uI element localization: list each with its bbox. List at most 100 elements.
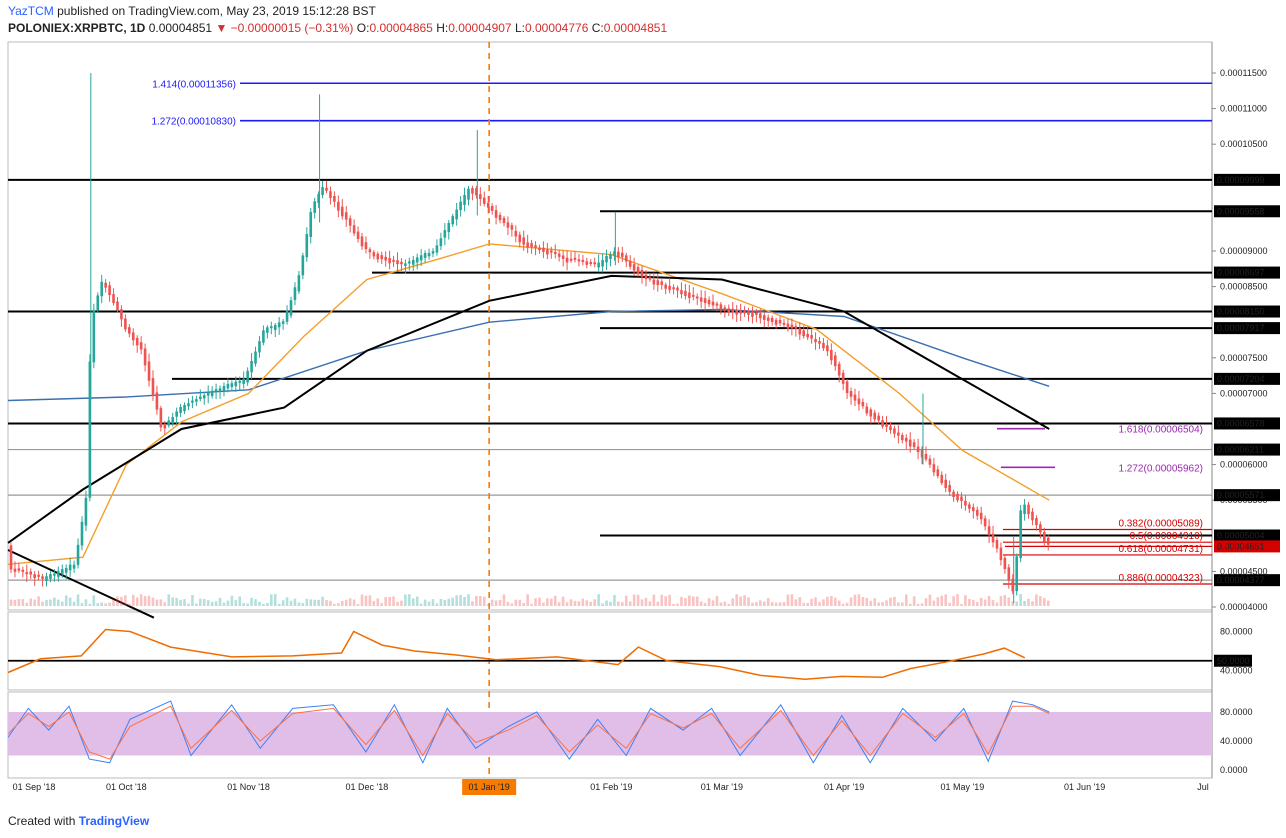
volume-bar [897, 602, 900, 606]
candle-body [577, 259, 581, 262]
candle-body [1046, 537, 1050, 545]
volume-bar [21, 599, 25, 606]
candle-body [313, 201, 316, 213]
volume-bar [37, 596, 40, 606]
candle-body [143, 348, 147, 366]
volume-bar [206, 600, 210, 606]
candle-body [762, 315, 766, 320]
candle-body [206, 392, 210, 396]
volume-bar [1043, 598, 1046, 606]
candle-body [340, 206, 344, 217]
level-badge-label: 0.00006578 [1217, 418, 1265, 428]
candle-body [648, 277, 652, 280]
candle-body [857, 398, 861, 405]
volume-bar [1015, 601, 1018, 606]
candle-body [400, 261, 403, 265]
volume-bar [873, 598, 877, 606]
tradingview-logo[interactable]: TradingView [78, 814, 150, 828]
candle-body [774, 319, 778, 325]
volume-bar [167, 594, 171, 606]
volume-bar [246, 603, 249, 606]
candle-body [794, 326, 798, 329]
candle-body [486, 202, 490, 208]
volume-bar [269, 594, 273, 606]
candle-body [908, 439, 912, 447]
candle-body [546, 249, 549, 255]
candle-body [372, 252, 376, 257]
symbol-line: POLONIEX:XRPBTC, 1D 0.00004851 ▼ −0.0000… [8, 21, 667, 35]
candle-body [124, 318, 127, 330]
candle-body [699, 297, 703, 302]
volume-bar [100, 602, 104, 606]
candle-body [171, 417, 174, 424]
volume-bar [340, 600, 344, 606]
volume-bar [447, 598, 451, 606]
volume-bar [427, 601, 431, 606]
volume-bar [435, 603, 439, 606]
volume-bar [983, 599, 987, 606]
candle-body [431, 251, 435, 254]
fib-retracement-label: 0.5(0.00004910) [1130, 531, 1203, 542]
candle-body [948, 485, 951, 492]
volume-bar [853, 594, 857, 606]
level-badge [1214, 540, 1280, 553]
volume-bar [818, 602, 821, 606]
candle-body [814, 338, 817, 343]
x-tick-highlight [462, 779, 517, 795]
candle-body [786, 323, 790, 329]
volume-bar [908, 603, 912, 606]
candle-body [889, 426, 892, 431]
volume-bar [798, 597, 802, 606]
volume-bar [333, 603, 336, 606]
volume-bar [289, 600, 293, 606]
candle-body [979, 512, 983, 520]
candle-body [1035, 518, 1038, 526]
volume-bar [609, 601, 612, 606]
candle-body [273, 325, 277, 330]
author-name[interactable]: YazTCM [8, 4, 54, 18]
y-tick-label: 0.00008500 [1220, 282, 1268, 292]
volume-bar [218, 597, 222, 606]
volume-bar [755, 602, 758, 606]
volume-bar [672, 603, 675, 606]
candle-body [845, 381, 849, 394]
candle-body [1031, 511, 1034, 521]
candle-body [956, 493, 959, 501]
candle-body [266, 327, 269, 333]
candle-body [837, 363, 841, 376]
candle-body [443, 230, 447, 238]
level-badge [1214, 574, 1280, 587]
candle-body [747, 311, 750, 315]
x-tick-label: 01 Jan '19 [469, 782, 510, 792]
volume-bar [522, 603, 526, 606]
level-badge [1214, 443, 1280, 456]
candle-body [435, 245, 439, 253]
volume-bar [975, 602, 979, 606]
volume-bar [372, 601, 376, 606]
volume-bar [376, 598, 380, 606]
x-tick-label: 01 Mar '19 [701, 782, 743, 792]
candle-body [396, 260, 399, 265]
volume-bar [404, 594, 407, 606]
stoch-tick-label: 40.0000 [1220, 736, 1253, 746]
candle-body [557, 253, 561, 257]
level-badge [1214, 266, 1280, 279]
candle-body [9, 545, 13, 570]
volume-bar [652, 594, 656, 606]
volume-bar [688, 595, 691, 606]
candle-body [498, 214, 502, 221]
candle-body [128, 327, 131, 334]
candle-body [534, 245, 537, 249]
volume-bar [60, 601, 64, 606]
volume-bar [459, 594, 462, 606]
volume-bar [648, 601, 652, 606]
candle-body [419, 255, 423, 261]
candle-body [593, 262, 596, 265]
rsi-tick-label: 50.0000 [1217, 656, 1250, 666]
volume-bar [163, 602, 167, 606]
volume-bar [1031, 601, 1034, 606]
candle-body [944, 479, 948, 488]
candle-body [691, 294, 695, 297]
open-label: O: [356, 21, 370, 35]
